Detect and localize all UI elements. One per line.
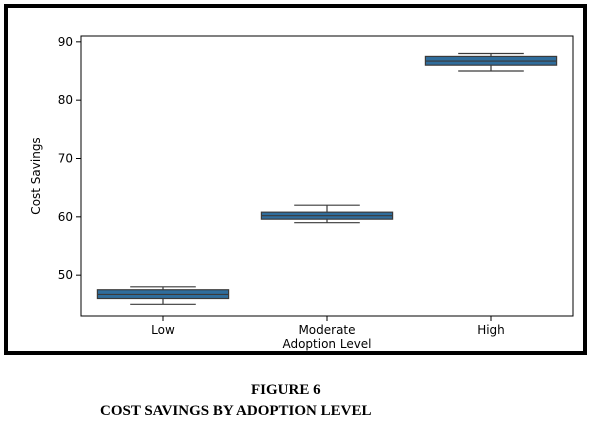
figure-frame: 50 60 70 80 90 Low Moderate High Adoption Level C… [4, 4, 587, 355]
y-tick-label: 70 [58, 152, 73, 166]
figure-number: FIGURE 6 [251, 382, 321, 398]
x-tick-label: Moderate [298, 323, 355, 337]
figure-title: COST SAVINGS BY ADOPTION LEVEL [100, 403, 372, 419]
x-tick-label: Low [151, 323, 175, 337]
plot-area: 50 60 70 80 90 Low Moderate High Adoption Level C… [29, 35, 574, 351]
y-tick-label: 80 [58, 93, 73, 107]
y-tick-label: 90 [58, 35, 73, 49]
y-axis-label: Cost Savings [29, 137, 43, 214]
y-tick-label: 60 [58, 210, 73, 224]
y-tick-label: 50 [58, 268, 73, 282]
plot-frame [80, 35, 574, 317]
x-tick-label: High [477, 323, 505, 337]
x-axis-label: Adoption Level [282, 337, 371, 351]
box-plot-chart: 50 60 70 80 90 Low Moderate High Adoption Level C… [29, 35, 574, 351]
